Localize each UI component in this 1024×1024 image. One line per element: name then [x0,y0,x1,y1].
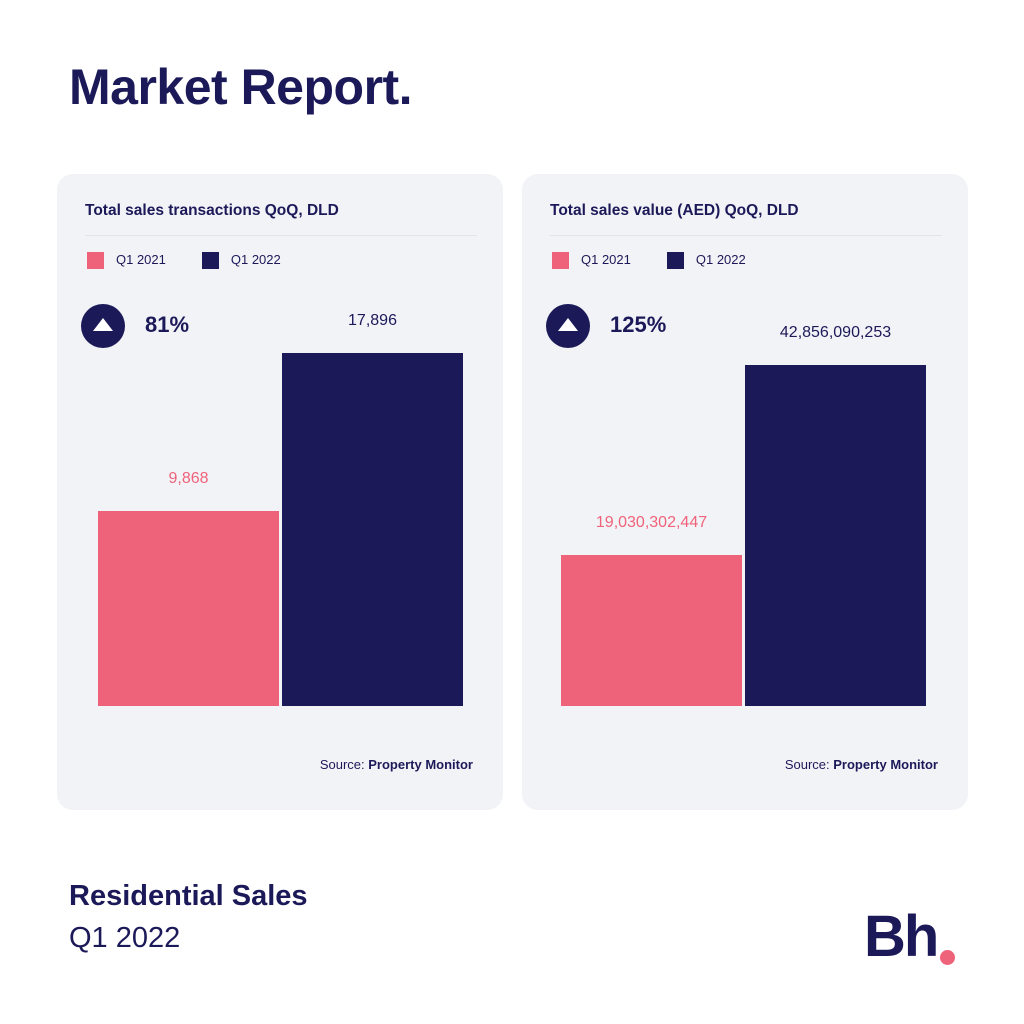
brand-logo: Bh [864,904,939,969]
page-title: Market Report. [69,59,413,115]
legend-label: Q1 2022 [695,252,746,267]
source-name: Property Monitor [368,757,473,772]
report-period: Q1 2022 [69,922,181,954]
source: Source: Property Monitor [785,757,938,772]
legend-item-q1-2021: Q1 2021 [87,252,166,270]
legend-label: Q1 2021 [581,252,631,267]
chart-title: Total sales transactions QoQ, DLD [85,202,339,219]
bar-q1-2021 [98,511,279,706]
arrow-up-icon [546,304,590,348]
legend-label: Q1 2021 [116,252,166,267]
change-percent: 125% [610,312,667,337]
legend-item-q1-2022: Q1 2022 [201,252,281,270]
legend-label: Q1 2022 [230,252,281,267]
legend-swatch [552,252,569,270]
value-label-q1-2022: 42,856,090,253 [779,323,892,341]
bar-q1-2022 [745,364,926,706]
legend: Q1 2021 Q1 2022 [552,252,746,270]
report-subject: Residential Sales [69,880,308,912]
value-label-q1-2022: 17,896 [348,311,397,329]
source: Source: Property Monitor [320,757,473,772]
source-name: Property Monitor [833,757,938,772]
sales-value-chart-card: Total sales value (AED) QoQ, DLD Q1 2021… [522,174,968,810]
source-prefix: Source: [784,757,830,772]
legend-swatch [666,252,684,270]
logo-dot [940,950,955,965]
divider [550,235,942,236]
arrow-up-icon [81,304,125,348]
value-label-q1-2021: 19,030,302,447 [595,513,708,531]
divider [85,235,477,236]
legend-swatch [87,252,104,270]
legend-item-q1-2021: Q1 2021 [552,252,631,270]
value-label-q1-2021: 9,868 [168,470,209,488]
change-percent: 81% [145,312,190,337]
source-prefix: Source: [319,757,365,772]
legend-swatch [201,252,219,270]
bar-q1-2021 [561,554,742,706]
legend: Q1 2021 Q1 2022 [87,252,281,270]
legend-item-q1-2022: Q1 2022 [666,252,746,270]
bar-q1-2022 [282,352,463,706]
chart-title: Total sales value (AED) QoQ, DLD [550,202,799,219]
transactions-chart-card: Total sales transactions QoQ, DLD Q1 202… [57,174,503,810]
